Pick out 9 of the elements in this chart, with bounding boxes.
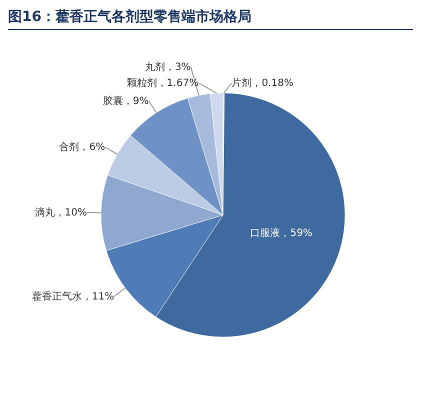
slice-label: 丸剂，3% [144, 60, 191, 72]
slice-label: 口服液，59% [250, 226, 312, 238]
slice-label: 颗粒剂，1.67% [126, 76, 199, 88]
slice-label: 合剂，6% [59, 140, 106, 153]
slice-label: 片剂，0.18% [232, 76, 294, 88]
slice-label: 藿香正气水，11% [32, 290, 114, 302]
slice-label: 胶囊，9% [102, 94, 149, 107]
chart-title: 图16：藿香正气各剂型零售端市场格局 [8, 8, 413, 30]
slice-label: 滴丸，10% [34, 206, 88, 218]
